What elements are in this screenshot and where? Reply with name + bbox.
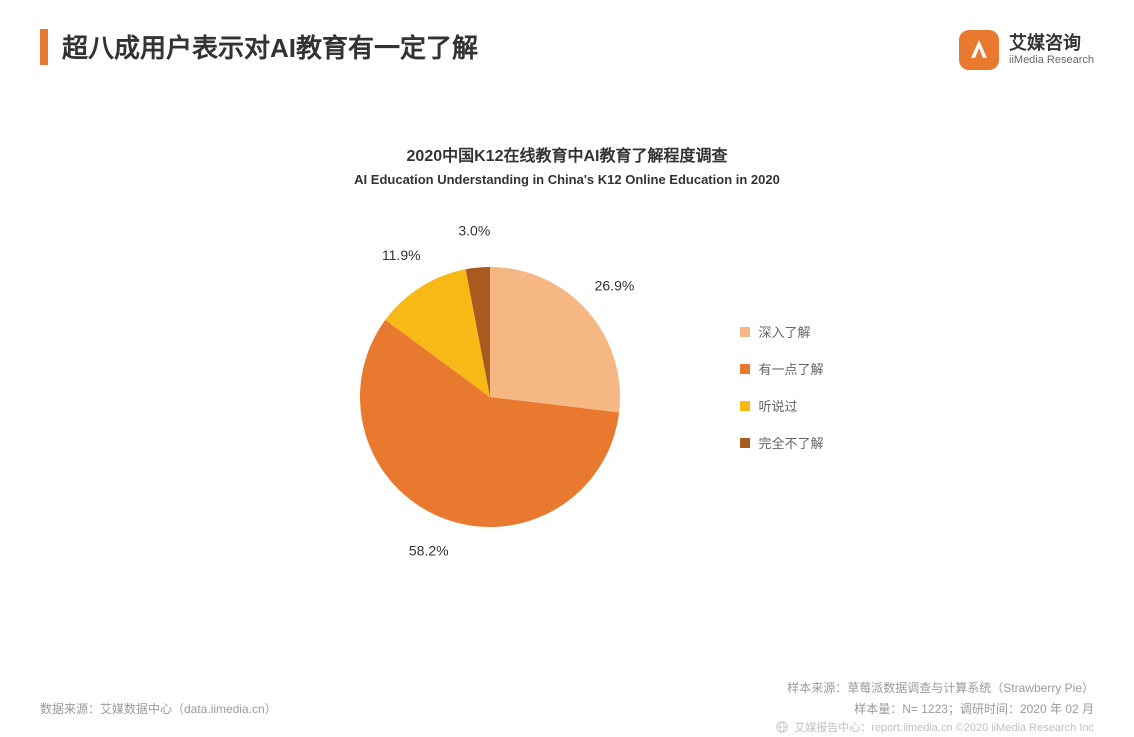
legend-label: 有一点了解 (758, 359, 823, 378)
legend-swatch (740, 401, 750, 411)
legend: 深入了解有一点了解听说过完全不了解 (740, 322, 823, 452)
copyright-text: 艾媒报告中心：report.iimedia.cn ©2020 iiMedia R… (794, 719, 1094, 735)
chart-title-en: AI Education Understanding in China's K1… (354, 172, 780, 187)
footer-right: 样本来源：草莓派数据调查与计算系统（Strawberry Pie） 样本量：N=… (787, 679, 1094, 717)
page-title: 超八成用户表示对AI教育有一定了解 (62, 28, 478, 65)
footer-left: 数据来源：艾媒数据中心（data.iimedia.cn） (40, 700, 277, 717)
logo-en: iiMedia Research (1009, 54, 1094, 66)
logo-text: 艾媒咨询 iiMedia Research (1009, 34, 1094, 66)
pie-slice-label: 26.9% (595, 278, 635, 294)
legend-label: 听说过 (758, 396, 797, 415)
pie-chart: 26.9% 58.2% 11.9% 3.0% (310, 207, 670, 567)
logo-icon (957, 28, 1001, 72)
title-accent-bar (40, 29, 48, 65)
footer-sample-source: 样本来源：草莓派数据调查与计算系统（Strawberry Pie） (787, 679, 1094, 696)
pie-slice-label: 11.9% (382, 247, 421, 263)
legend-swatch (740, 327, 750, 337)
chart-title-cn: 2020中国K12在线教育中AI教育了解程度调查 (407, 142, 728, 166)
pie-slice-label: 3.0% (459, 222, 491, 238)
logo: 艾媒咨询 iiMedia Research (957, 28, 1094, 72)
legend-item: 听说过 (740, 396, 823, 415)
chart-container: 2020中国K12在线教育中AI教育了解程度调查 AI Education Un… (0, 142, 1134, 567)
logo-cn: 艾媒咨询 (1009, 34, 1094, 54)
legend-label: 深入了解 (758, 322, 810, 341)
chart-area: 26.9% 58.2% 11.9% 3.0% 深入了解有一点了解听说过完全不了解 (310, 207, 823, 567)
footer-sample-size: 样本量：N= 1223；调研时间：2020 年 02 月 (787, 700, 1094, 717)
legend-item: 完全不了解 (740, 433, 823, 452)
page-root: 超八成用户表示对AI教育有一定了解 艾媒咨询 iiMedia Research … (0, 0, 1134, 737)
title-block: 超八成用户表示对AI教育有一定了解 (40, 28, 478, 65)
globe-icon (776, 721, 788, 733)
legend-item: 有一点了解 (740, 359, 823, 378)
legend-label: 完全不了解 (758, 433, 823, 452)
legend-swatch (740, 364, 750, 374)
legend-item: 深入了解 (740, 322, 823, 341)
footer: 数据来源：艾媒数据中心（data.iimedia.cn） 样本来源：草莓派数据调… (40, 679, 1094, 717)
legend-swatch (740, 438, 750, 448)
pie-slice-label: 58.2% (409, 543, 449, 559)
copyright-bar: 艾媒报告中心：report.iimedia.cn ©2020 iiMedia R… (0, 717, 1134, 737)
header: 超八成用户表示对AI教育有一定了解 艾媒咨询 iiMedia Research (0, 0, 1134, 72)
